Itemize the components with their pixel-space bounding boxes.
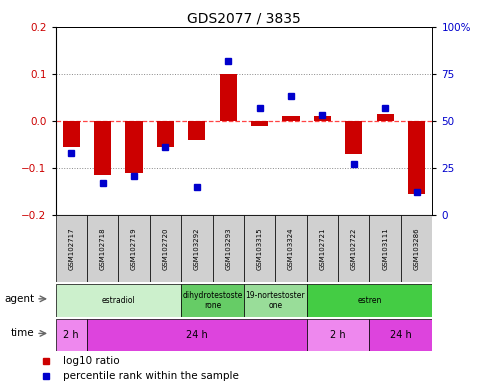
Bar [408,121,425,194]
Bar [118,215,150,282]
Bar [181,284,244,317]
Bar [338,215,369,282]
Text: dihydrotestoste
rone: dihydrotestoste rone [183,291,243,310]
Text: GSM103324: GSM103324 [288,227,294,270]
Text: GSM103111: GSM103111 [382,227,388,270]
Text: estren: estren [357,296,382,305]
Text: GSM103292: GSM103292 [194,227,200,270]
Bar [188,121,205,140]
Bar [314,116,331,121]
Title: GDS2077 / 3835: GDS2077 / 3835 [187,12,301,26]
Bar [87,319,307,351]
Bar [220,74,237,121]
Bar [283,116,299,121]
Bar [377,114,394,121]
Bar [307,215,338,282]
Bar [157,121,174,147]
Bar [275,215,307,282]
Bar [56,284,181,317]
Bar [56,319,87,351]
Text: time: time [11,328,34,338]
Bar [63,121,80,147]
Bar [244,215,275,282]
Bar [307,319,369,351]
Text: percentile rank within the sample: percentile rank within the sample [63,371,239,381]
Text: GSM102722: GSM102722 [351,227,357,270]
Text: GSM102720: GSM102720 [162,227,169,270]
Bar [369,215,401,282]
Bar [213,215,244,282]
Text: GSM103315: GSM103315 [256,227,263,270]
Text: GSM102718: GSM102718 [99,227,106,270]
Text: log10 ratio: log10 ratio [63,356,119,366]
Text: estradiol: estradiol [101,296,135,305]
Text: GSM103286: GSM103286 [413,227,420,270]
Bar [345,121,362,154]
Text: GSM102717: GSM102717 [68,227,74,270]
Text: agent: agent [4,294,34,304]
Text: GSM103293: GSM103293 [225,227,231,270]
Bar [401,215,432,282]
Bar [181,215,213,282]
Bar [251,121,268,126]
Bar [307,284,432,317]
Bar [126,121,142,173]
Bar [94,121,111,175]
Text: GSM102719: GSM102719 [131,227,137,270]
Bar [369,319,432,351]
Bar [56,215,87,282]
Text: 24 h: 24 h [390,330,412,340]
Text: 2 h: 2 h [330,330,346,340]
Text: GSM102721: GSM102721 [319,227,326,270]
Bar [87,215,118,282]
Bar [150,215,181,282]
Text: 2 h: 2 h [63,330,79,340]
Bar [244,284,307,317]
Text: 19-nortestoster
one: 19-nortestoster one [245,291,305,310]
Text: 24 h: 24 h [186,330,208,340]
